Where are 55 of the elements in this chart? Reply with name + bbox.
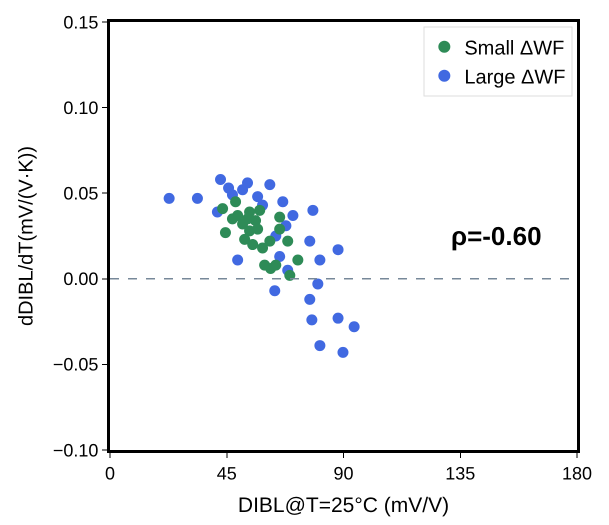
point: [287, 210, 298, 221]
x-tick-label: 45: [216, 464, 237, 484]
point: [348, 321, 360, 332]
point: [269, 285, 280, 296]
point: [264, 236, 276, 247]
point: [292, 254, 304, 266]
point: [277, 196, 288, 208]
point: [304, 236, 316, 247]
point: [215, 174, 226, 185]
point: [274, 224, 286, 235]
x-tick-label: 90: [333, 464, 354, 484]
point: [247, 239, 258, 250]
point: [223, 182, 234, 194]
point: [252, 191, 264, 202]
point: [304, 294, 316, 305]
point: [192, 192, 203, 204]
y-tick-label: −0.10: [52, 440, 98, 460]
point: [274, 212, 286, 223]
y-axis-title: dDIBL/dT(mV/(V·K)): [15, 146, 38, 326]
point: [220, 227, 231, 238]
point: [314, 340, 326, 352]
x-tick-label: 0: [104, 464, 116, 484]
point: [257, 242, 268, 254]
annotation: ρ=-0.60: [451, 221, 542, 251]
point: [237, 184, 248, 196]
point: [254, 204, 266, 216]
point: [282, 236, 294, 247]
y-tick-label: −0.05: [52, 354, 98, 375]
point: [164, 192, 175, 204]
point: [332, 312, 344, 324]
x-tick-label: 135: [445, 464, 476, 484]
point: [230, 196, 242, 208]
y-tick-label: 0.15: [63, 12, 98, 32]
point: [226, 213, 238, 224]
point: [312, 278, 324, 290]
point: [239, 234, 250, 245]
point: [274, 251, 286, 262]
point: [252, 224, 264, 235]
point: [265, 263, 276, 274]
point: [332, 244, 344, 256]
point: [284, 270, 296, 281]
y-tick-label: 0.05: [63, 184, 98, 204]
point: [217, 203, 228, 214]
legend-label: Large ΔWF: [464, 66, 566, 89]
legend-label: Small ΔWF: [464, 38, 564, 60]
x-tick-label: 180: [562, 464, 592, 484]
point: [337, 346, 348, 358]
x-axis-title: DIBL@T=25°C (mV/V): [238, 494, 450, 517]
y-tick-label: 0.10: [63, 98, 98, 118]
point: [232, 254, 244, 266]
point: [264, 179, 276, 190]
point: [306, 314, 318, 326]
point: [314, 254, 326, 266]
point: [307, 204, 318, 216]
y-tick-label: 0.00: [63, 269, 98, 290]
